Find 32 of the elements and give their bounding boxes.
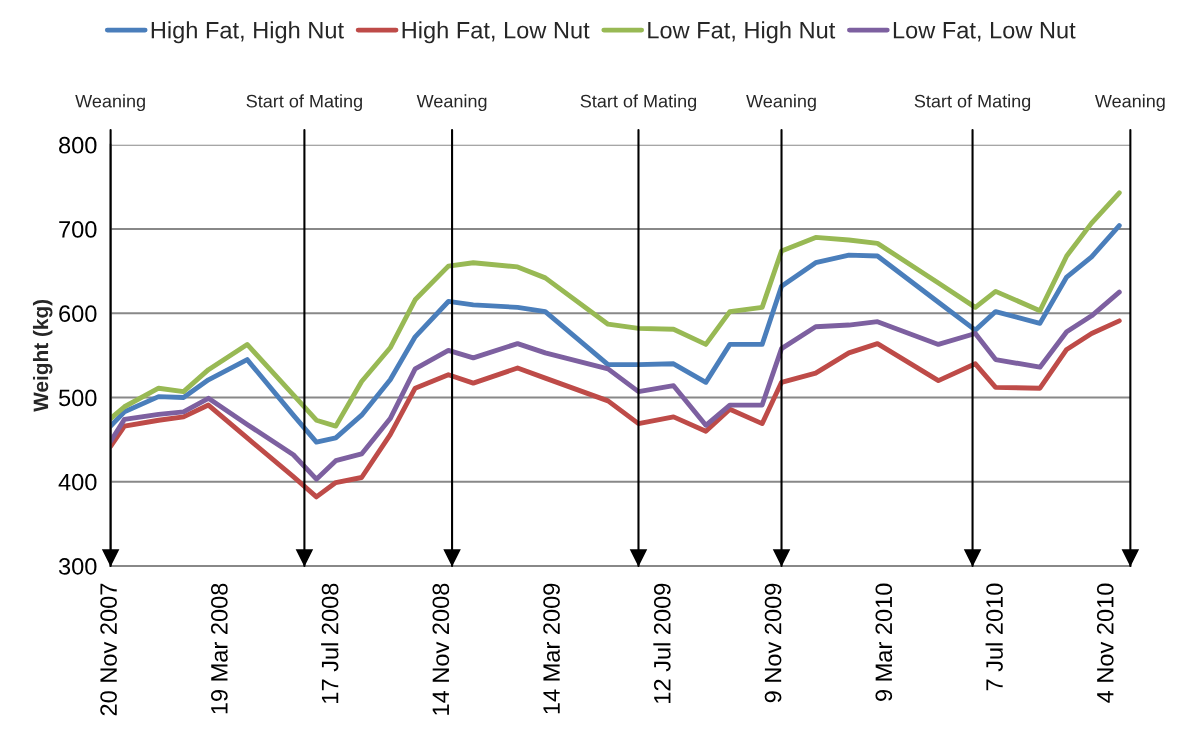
y-tick-label: 600	[59, 305, 97, 323]
ref-line-label: Weaning	[75, 94, 145, 112]
y-tick-label: 300	[58, 558, 97, 575]
line-series	[110, 318, 1122, 500]
x-tick-label: 7 Jul 2010	[985, 583, 1003, 691]
ref-line-label: Weaning	[746, 94, 816, 112]
line-series	[110, 223, 1122, 445]
x-tick-label: 17 Jul 2008	[321, 583, 339, 703]
x-tick-label: 4 Nov 2010	[1096, 583, 1114, 703]
legend-label: High Fat, Low Nut	[402, 21, 590, 44]
x-tick-label: 12 Jul 2009	[653, 583, 671, 703]
ref-line-label: Start of Mating	[580, 94, 697, 112]
x-tick-label: 14 Nov 2008	[432, 583, 450, 715]
y-axis-title: Weight (kg)	[32, 299, 53, 412]
ref-line-label: Weaning	[416, 94, 487, 112]
y-tick-label: 400	[58, 473, 97, 491]
x-tick-label: 9 Nov 2009	[764, 583, 782, 703]
legend-label: Low Fat, High Nut	[648, 21, 836, 44]
ref-line-label: Weaning	[1094, 94, 1165, 112]
line-series	[110, 190, 1122, 429]
line-series	[110, 289, 1122, 482]
y-tick-label: 800	[59, 136, 97, 154]
y-tick-label: 500	[58, 389, 97, 407]
x-tick-label: 14 Mar 2009	[543, 583, 560, 714]
ref-line-label: Start of Mating	[914, 94, 1031, 112]
x-tick-label: 9 Mar 2010	[875, 583, 893, 701]
x-tick-label: 20 Nov 2007	[100, 583, 117, 716]
x-tick-label: 19 Mar 2008	[210, 583, 228, 714]
ref-line-label: Start of Mating	[246, 94, 362, 112]
legend-label: High Fat, High Nut	[151, 21, 344, 44]
legend-label: Low Fat, Low Nut	[893, 22, 1076, 42]
y-tick-label: 700	[59, 221, 97, 238]
